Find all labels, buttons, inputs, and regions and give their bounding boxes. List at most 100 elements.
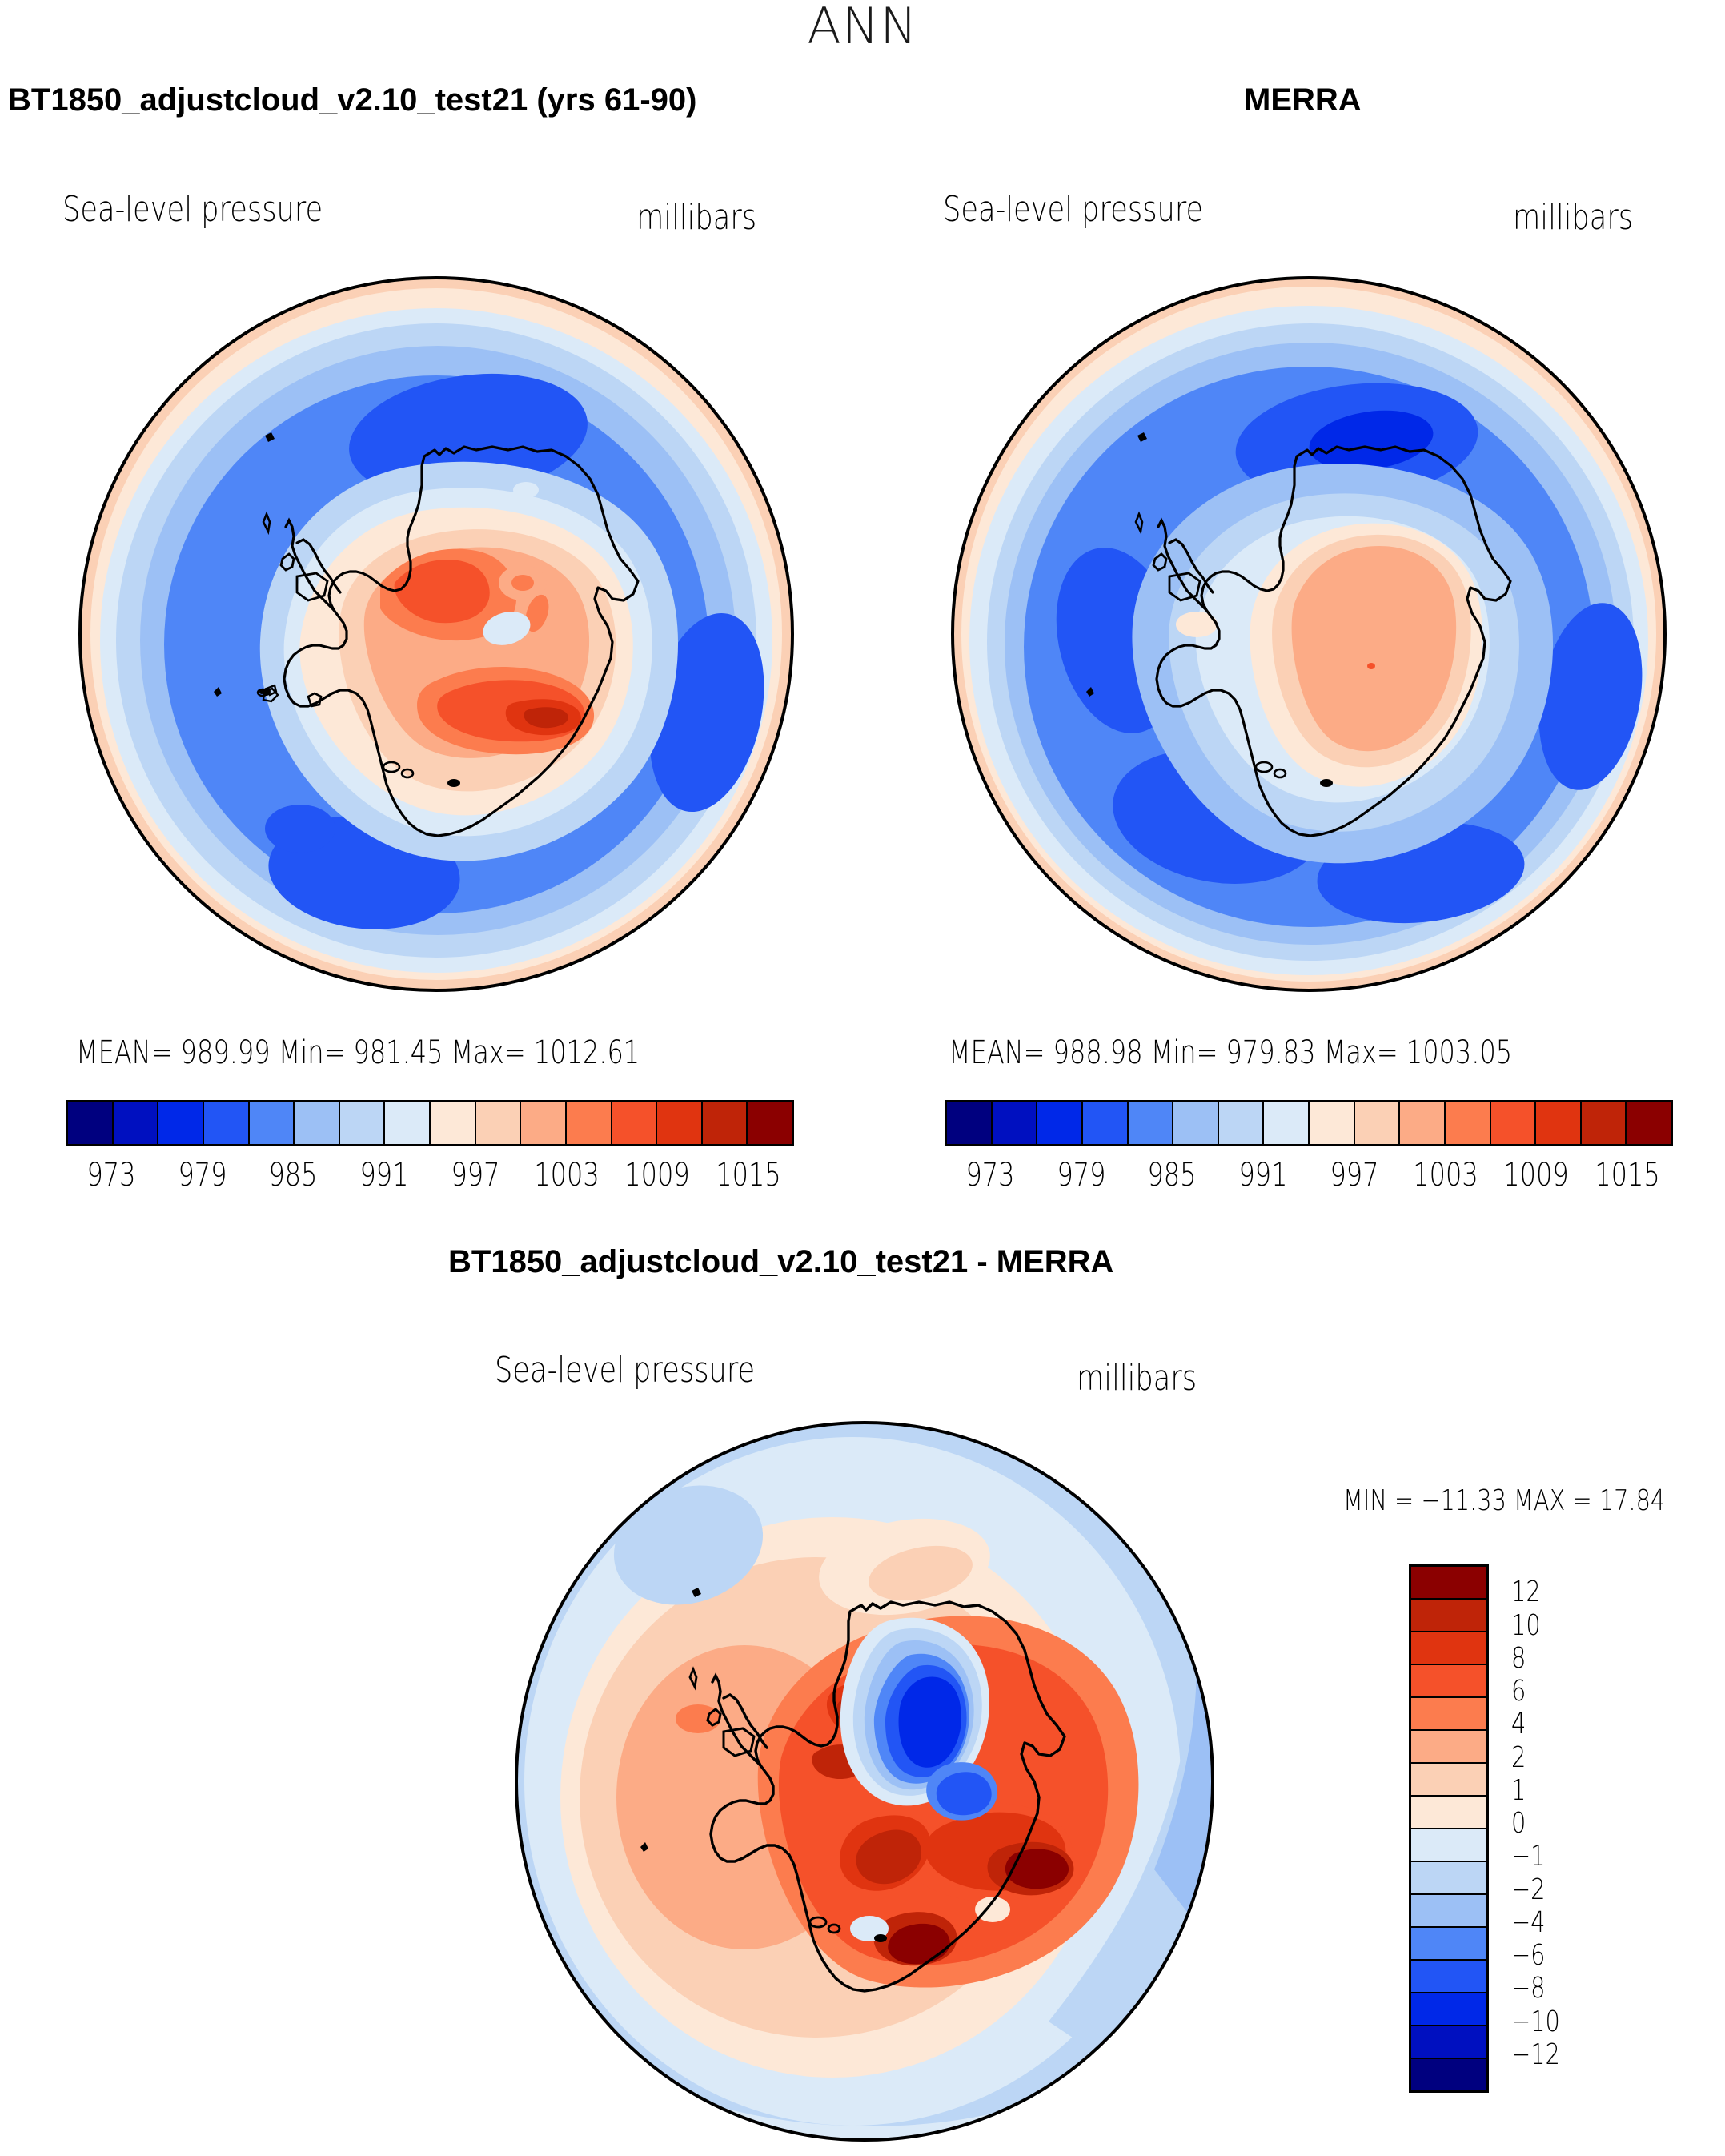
colorbar-tick-label: 991: [359, 1157, 409, 1194]
colorbar-tick-label: −4: [1511, 1905, 1546, 1939]
colorbar-swatch: [431, 1102, 476, 1144]
colorbar-tick-label: 1003: [533, 1157, 600, 1194]
colorbar-swatch: [385, 1102, 431, 1144]
colorbar-swatch: [1411, 1632, 1486, 1665]
colorbar-swatch: [158, 1102, 204, 1144]
colorbar-swatch: [1037, 1102, 1083, 1144]
colorbar-tick-label: 997: [451, 1157, 500, 1194]
colorbar-difference-ticks: 12 10 8 6 4 2 1 0 −1 −2 −4 −6 −8 −10 −12: [1511, 1564, 1671, 2093]
colorbar-tick-label: −8: [1511, 1972, 1546, 2005]
colorbar-swatch: [566, 1102, 612, 1144]
colorbar-swatch: [1411, 1961, 1486, 1993]
variable-label-merra: Sea-level pressure: [943, 189, 1204, 230]
colorbar-tick-label: 8: [1511, 1641, 1526, 1675]
colorbar-tick-label: 1003: [1412, 1157, 1478, 1194]
units-label-model: millibars: [636, 197, 757, 238]
colorbar-tick-label: 10: [1511, 1608, 1541, 1642]
colorbar-swatch: [1400, 1102, 1446, 1144]
colorbar-swatch: [1581, 1102, 1627, 1144]
colorbar-swatch: [1354, 1102, 1401, 1144]
colorbar-tick-label: 979: [178, 1157, 227, 1194]
colorbar-tick-label: 1: [1511, 1773, 1526, 1807]
colorbar-swatch: [68, 1102, 114, 1144]
colorbar-swatch: [475, 1102, 522, 1144]
colorbar-tick-label: 979: [1057, 1157, 1106, 1194]
colorbar-swatch: [1411, 1600, 1486, 1632]
map-difference-slp: [488, 1421, 1241, 2150]
map-model-slp: [60, 264, 812, 1001]
colorbar-tick-label: 973: [965, 1157, 1015, 1194]
map-merra-slp: [933, 264, 1685, 1001]
colorbar-swatch: [1411, 1862, 1486, 1895]
colorbar-tick-label: 973: [86, 1157, 136, 1194]
season-label: ANN: [807, 0, 918, 55]
colorbar-swatch: [748, 1102, 792, 1144]
colorbar-tick-label: 1009: [1503, 1157, 1570, 1194]
colorbar-tick-label: 997: [1330, 1157, 1379, 1194]
units-label-difference: millibars: [1077, 1358, 1197, 1399]
colorbar-swatch: [1445, 1102, 1491, 1144]
colorbar-tick-label: 6: [1511, 1675, 1526, 1708]
colorbar-swatch: [1411, 1567, 1486, 1600]
colorbar-merra-ticks: 973 979 985 991 997 1003 1009 1015: [945, 1159, 1673, 1207]
colorbar-swatch: [521, 1102, 567, 1144]
colorbar-swatch: [295, 1102, 340, 1144]
colorbar-swatch: [1310, 1102, 1355, 1144]
colorbar-swatch: [1490, 1102, 1537, 1144]
colorbar-tick-label: 1015: [1595, 1157, 1660, 1194]
colorbar-tick-label: −1: [1511, 1840, 1546, 1873]
colorbar-swatch: [702, 1102, 748, 1144]
colorbar-swatch: [1411, 1993, 1486, 2026]
colorbar-tick-label: 991: [1238, 1157, 1288, 1194]
colorbar-swatch: [657, 1102, 703, 1144]
colorbar-swatch: [1128, 1102, 1174, 1144]
units-label-merra: millibars: [1513, 197, 1634, 238]
colorbar-swatch: [1411, 1829, 1486, 1862]
colorbar-swatch: [1627, 1102, 1671, 1144]
colorbar-swatch: [1082, 1102, 1129, 1144]
colorbar-swatch: [1411, 1928, 1486, 1961]
minmax-difference: MIN = −11.33 MAX = 17.84: [1343, 1484, 1666, 1517]
colorbar-swatch: [1411, 2026, 1486, 2059]
colorbar-swatch: [992, 1102, 1038, 1144]
colorbar-tick-label: −12: [1511, 2038, 1560, 2071]
stats-model: MEAN= 989.99 Min= 981.45 Max= 1012.61: [76, 1034, 640, 1071]
colorbar-tick-label: 0: [1511, 1807, 1526, 1840]
panel-title-merra: MERRA: [1244, 82, 1362, 118]
colorbar-swatch: [1411, 2059, 1486, 2090]
colorbar-swatch: [1411, 1665, 1486, 1698]
colorbar-swatch: [1218, 1102, 1265, 1144]
colorbar-swatch: [1264, 1102, 1310, 1144]
colorbar-tick-label: 985: [1147, 1157, 1197, 1194]
colorbar-swatch: [113, 1102, 159, 1144]
colorbar-tick-label: 4: [1511, 1708, 1526, 1741]
colorbar-swatch: [612, 1102, 658, 1144]
colorbar-swatch: [947, 1102, 993, 1144]
variable-label-difference: Sea-level pressure: [495, 1350, 756, 1391]
colorbar-tick-label: −2: [1511, 1873, 1546, 1906]
colorbar-model: [66, 1100, 794, 1146]
colorbar-swatch: [1411, 1895, 1486, 1928]
colorbar-tick-label: 1015: [716, 1157, 781, 1194]
colorbar-swatch: [1411, 1797, 1486, 1829]
colorbar-tick-label: 2: [1511, 1740, 1526, 1774]
colorbar-swatch: [249, 1102, 295, 1144]
colorbar-model-ticks: 973 979 985 991 997 1003 1009 1015: [66, 1159, 794, 1207]
panel-title-model: BT1850_adjustcloud_v2.10_test21 (yrs 61-…: [8, 82, 697, 118]
colorbar-merra: [945, 1100, 1673, 1146]
colorbar-tick-label: 12: [1511, 1576, 1541, 1609]
colorbar-swatch: [1411, 1698, 1486, 1731]
colorbar-difference: [1409, 1564, 1489, 2093]
colorbar-tick-label: 1009: [624, 1157, 691, 1194]
colorbar-tick-label: 985: [268, 1157, 318, 1194]
stats-merra: MEAN= 988.98 Min= 979.83 Max= 1003.05: [949, 1034, 1513, 1071]
panel-title-difference: BT1850_adjustcloud_v2.10_test21 - MERRA: [448, 1244, 1114, 1279]
colorbar-swatch: [1411, 1764, 1486, 1797]
variable-label-model: Sea-level pressure: [62, 189, 323, 230]
colorbar-swatch: [1411, 1731, 1486, 1764]
colorbar-swatch: [1173, 1102, 1219, 1144]
colorbar-swatch: [203, 1102, 250, 1144]
colorbar-tick-label: −10: [1511, 2005, 1560, 2038]
colorbar-tick-label: −6: [1511, 1939, 1546, 1972]
colorbar-swatch: [339, 1102, 386, 1144]
